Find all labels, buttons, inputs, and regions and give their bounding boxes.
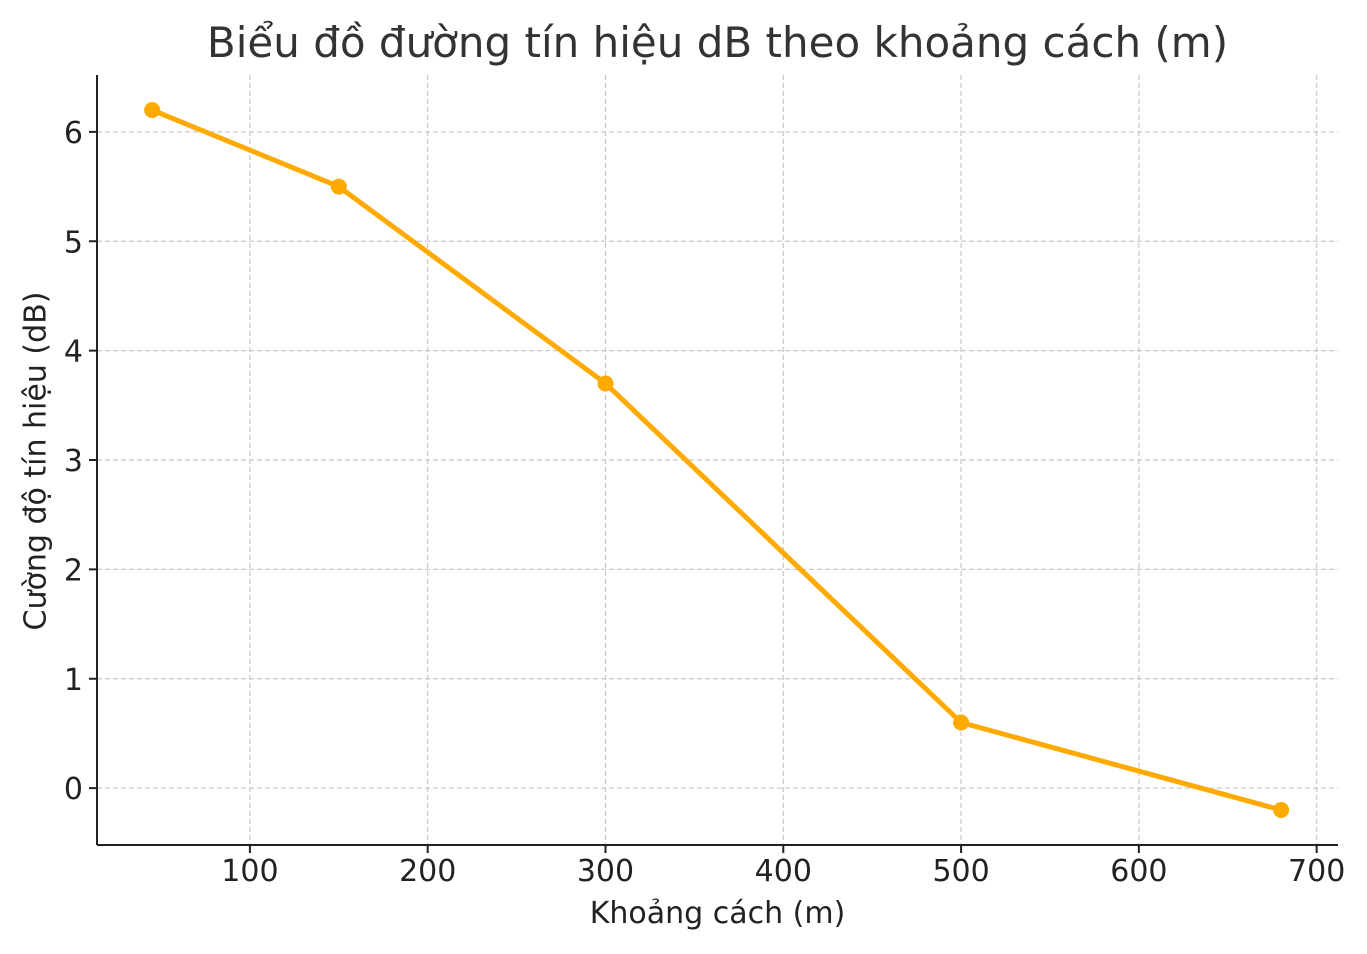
x-tick-label: 400 — [755, 854, 812, 889]
data-point — [330, 178, 347, 195]
axes — [89, 75, 1338, 853]
x-tick-label: 200 — [399, 854, 456, 889]
y-tick-label: 4 — [64, 335, 83, 370]
x-tick-label: 600 — [1110, 854, 1167, 889]
y-tick-label: 6 — [64, 116, 83, 151]
x-tick-label: 500 — [932, 854, 989, 889]
chart-title: Biểu đồ đường tín hiệu dB theo khoảng cá… — [206, 18, 1229, 67]
tick-labels: 100 200 300 400 500 600 700 0 1 2 3 4 5 6 — [64, 116, 1345, 889]
x-axis-label: Khoảng cách (m) — [589, 896, 846, 931]
y-tick-label: 0 — [64, 772, 83, 807]
data-point — [597, 375, 614, 392]
x-tick-label: 300 — [577, 854, 634, 889]
x-tick-label: 700 — [1288, 854, 1345, 889]
y-tick-label: 3 — [64, 444, 83, 479]
data-point — [953, 714, 970, 731]
data-point — [144, 102, 161, 118]
y-axis-label: Cường độ tín hiệu (dB) — [18, 291, 54, 631]
y-tick-label: 2 — [64, 553, 83, 588]
data-point — [1273, 802, 1290, 818]
series-group — [144, 102, 1290, 818]
y-tick-label: 1 — [64, 663, 83, 698]
x-tick-label: 100 — [221, 854, 278, 889]
grid-lines — [97, 75, 1338, 845]
y-tick-label: 5 — [64, 225, 83, 260]
